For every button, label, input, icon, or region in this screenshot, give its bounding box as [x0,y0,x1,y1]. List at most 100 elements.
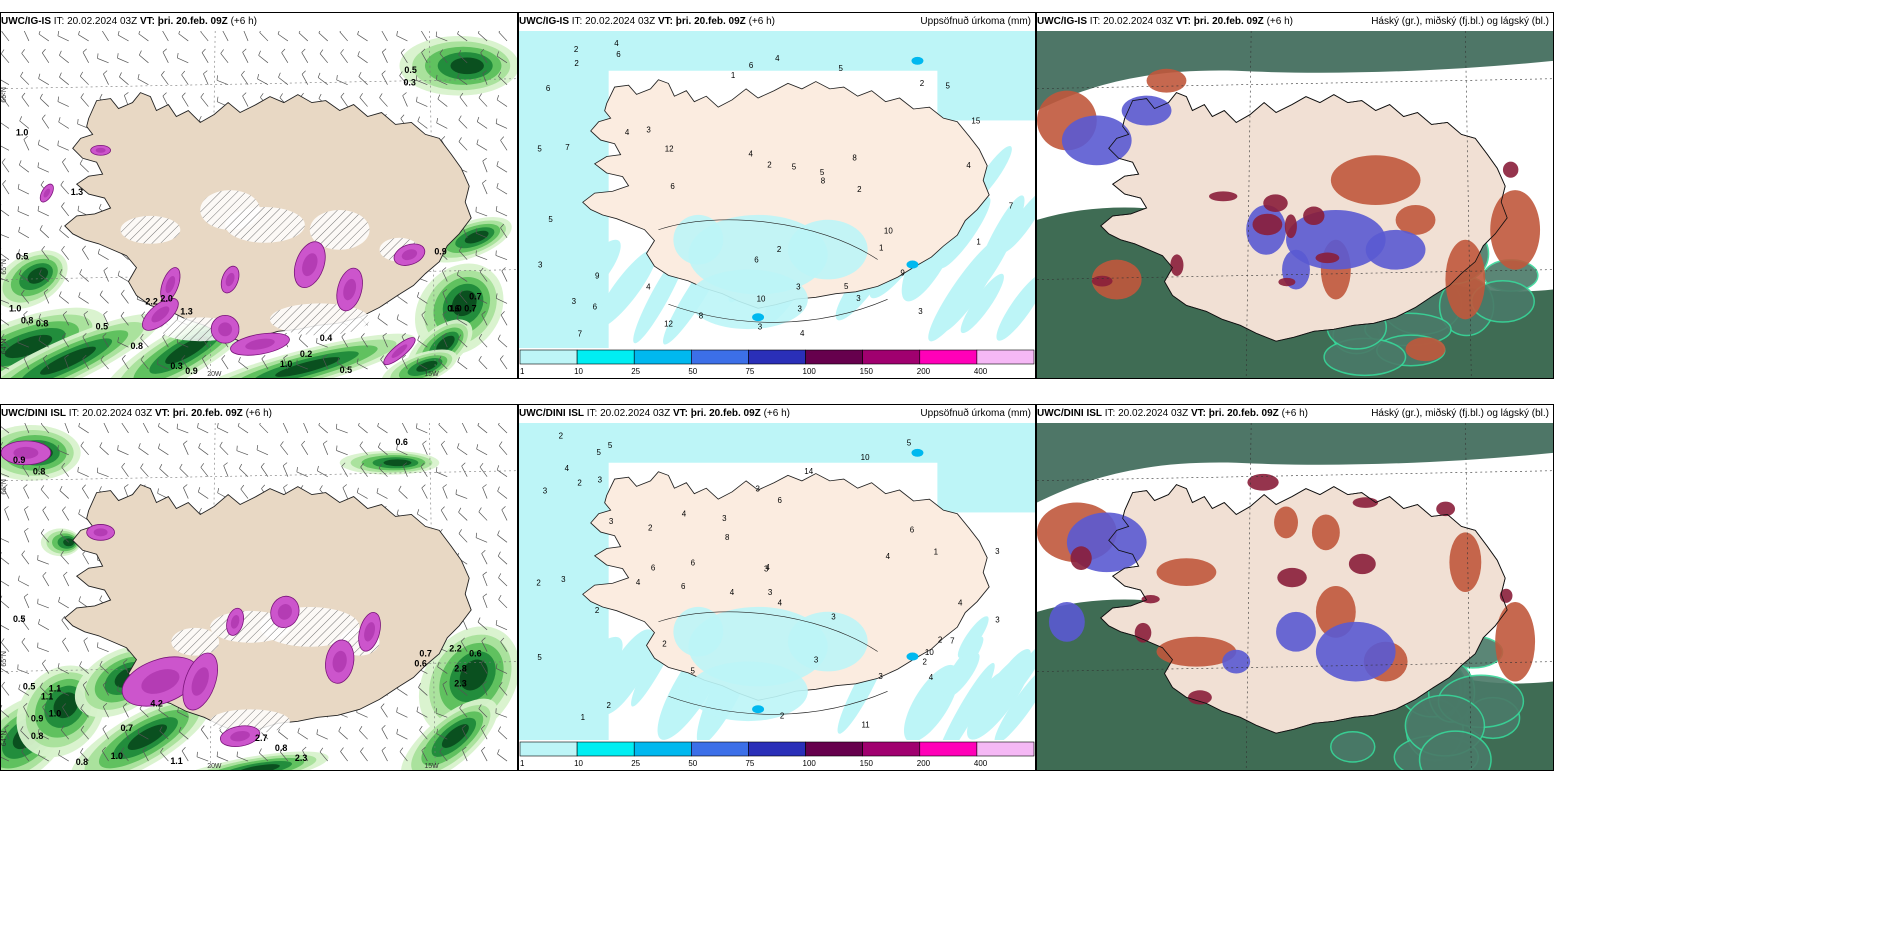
precip-value-label: 0.5 [16,252,28,262]
legend-tick-label: 10 [574,367,583,376]
precip-amount: 4 [748,149,753,158]
precip-value-label: 0.3 [403,78,415,88]
precip-value-label: 0.7 [121,723,133,733]
graticule [1037,31,1553,378]
precip-amount: 2 [536,579,541,588]
panel-title: UWC/IG-IS IT: 20.02.2024 03Z VT: þri. 20… [519,16,775,27]
precip-amount: 2 [577,479,582,488]
precip-amount: 15 [971,116,980,125]
precip-value-label: 0.8 [275,743,287,753]
cloud-overlap [1070,473,1513,705]
precip-value-label: 0.8 [36,318,48,328]
precip-value-label: 2.2 [449,644,461,654]
precip-amount: 3 [758,322,763,331]
precip-value-label: 0.7 [419,649,431,659]
panel-top-wind: UWC/IG-IS IT: 20.02.2024 03Z VT: þri. 20… [0,12,518,379]
legend-swatch [576,349,635,365]
precip-amount: 6 [681,582,686,591]
panel-bottom-wind: UWC/DINI ISL IT: 20.02.2024 03Z VT: þri.… [0,404,518,771]
precip-amount: 3 [918,307,923,316]
precip-value-label: 0.9 [185,366,197,376]
precip-value-label: 0.5 [340,365,352,375]
precip-value-labels: 0.6 0.9 0.8 0.5 0.5 1.1 1.0 0.9 0.8 1.0 0.8 0.7 1.1 2… [13,437,482,767]
precip-value-label: 1.0 [9,303,21,313]
precip-amount: 6 [593,302,598,311]
panel-top-precip: UWC/IG-IS IT: 20.02.2024 03Z VT: þri. 20… [518,12,1036,379]
precip-value-label: 0.3 [170,361,182,371]
legend-tick-label: 75 [745,759,754,768]
precip-value-label: 0.7 [464,303,476,313]
precip-amount: 5 [844,282,849,291]
precip-amount: 3 [995,615,1000,624]
panel-title: UWC/DINI ISL IT: 20.02.2024 03Z VT: þri.… [1037,408,1308,419]
panel-top-cloud: UWC/IG-IS IT: 20.02.2024 03Z VT: þri. 20… [1036,12,1554,379]
precip-amount: 6 [777,496,782,505]
legend-swatch [576,741,635,757]
precip-legend: 1 10 25 50 75 100 150 200 400 [519,348,1035,378]
legend-tick-label: 25 [631,367,640,376]
precip-amount: 4 [775,54,780,63]
precip-amount: 2 [857,185,862,194]
precip-value-label: 0.5 [404,65,416,75]
lon-label: 15W [424,371,439,378]
precip-value-label: 0.6 [395,437,407,447]
lat-label: 65°N [1,651,8,667]
precip-amount: 2 [780,711,785,720]
precip-amount: 2 [574,45,579,54]
legend-tick-label: 400 [974,367,988,376]
precip-amount: 4 [929,673,934,682]
lat-label: 66°N [1,479,8,495]
precip-amount: 1 [731,71,736,80]
legend-swatch [805,349,863,365]
precip-amount: 10 [757,295,766,304]
legend-swatch [748,741,806,757]
precip-value-label: 1.3 [71,187,83,197]
legend-swatch [691,741,749,757]
precip-amount: 4 [625,128,630,137]
legend-swatch [919,741,978,757]
precip-value-label: 4.2 [150,698,162,708]
precip-value-label: 1.0 [49,708,61,718]
precip-value-label: 0.9 [434,247,446,257]
precip-amount: 6 [546,84,551,93]
precip-map: 12 5 5 7 10 8 9 15 6 1 3 4 6 2 3 5 4 6 7 3 2 4 5 1 2 3 6 8 10 12 3 2 4 5 4… [519,31,1035,348]
precip-value-label: 0.4 [320,333,332,343]
precip-amount: 3 [646,126,651,135]
precip-amount: 3 [831,612,836,621]
precip-value-label: 2.0 [160,293,172,303]
legend-swatch [976,349,1035,365]
precip-amount: 3 [764,565,769,574]
precip-amount: 3 [609,517,614,526]
precip-amount: 11 [861,720,870,729]
precip-value-label: 1.0 [16,127,28,137]
precip-amount: 1 [879,243,884,252]
legend-tick-label: 25 [631,759,640,768]
cloud-overlap [1091,161,1519,287]
precip-value-label: 0.6 [447,303,459,313]
panel-variable-label: Háský (gr.), miðský (fj.bl.) og lágský (… [1371,408,1549,419]
precip-value-label: 0.9 [13,455,25,465]
precip-amount-labels: 1438610116432142537543624235432134263542… [536,432,1000,730]
low-cloud-areas [1048,512,1396,682]
precip-amount: 4 [565,464,570,473]
precip-amount: 4 [636,578,641,587]
precip-amount: 4 [682,509,687,518]
precip-amount: 5 [792,162,797,171]
precip-value-label: 0.5 [13,614,25,624]
legend-tick-label: 200 [917,367,931,376]
precip-amount: 5 [548,215,553,224]
precip-value-label: 0.9 [31,713,43,723]
precip-amount: 8 [821,176,826,185]
precip-amount: 12 [665,144,674,153]
precip-value-label: 2.3 [295,753,307,763]
precip-value-label: 0.8 [21,315,33,325]
precip-amount: 3 [543,486,548,495]
precip-amount: 7 [565,143,570,152]
lon-label: 15W [424,763,439,770]
lat-label: 65°N [1,259,8,275]
legend-swatch [633,741,692,757]
precip-amount: 5 [608,441,613,450]
precip-amount: 3 [995,547,1000,556]
precip-value-label: 0.2 [300,349,312,359]
precip-amount: 10 [925,648,934,657]
